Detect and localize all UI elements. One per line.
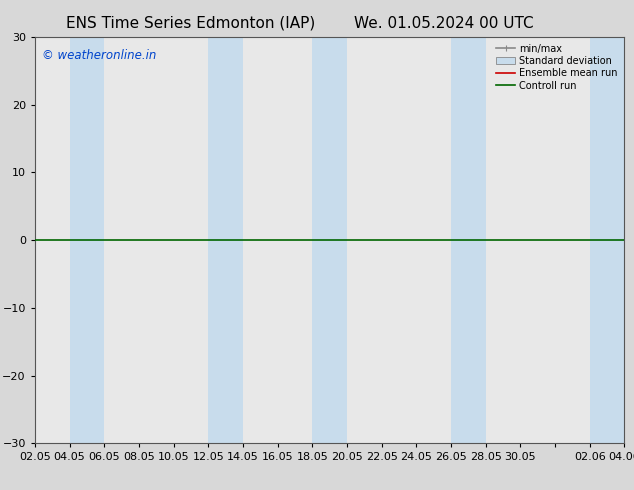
Bar [313,37,347,443]
Bar [590,37,624,443]
Bar [209,37,243,443]
Text: © weatheronline.in: © weatheronline.in [42,49,157,62]
Legend: min/max, Standard deviation, Ensemble mean run, Controll run: min/max, Standard deviation, Ensemble me… [494,42,619,93]
Bar [451,37,486,443]
Text: ENS Time Series Edmonton (IAP): ENS Time Series Edmonton (IAP) [65,16,315,31]
Bar [70,37,104,443]
Text: We. 01.05.2024 00 UTC: We. 01.05.2024 00 UTC [354,16,534,31]
